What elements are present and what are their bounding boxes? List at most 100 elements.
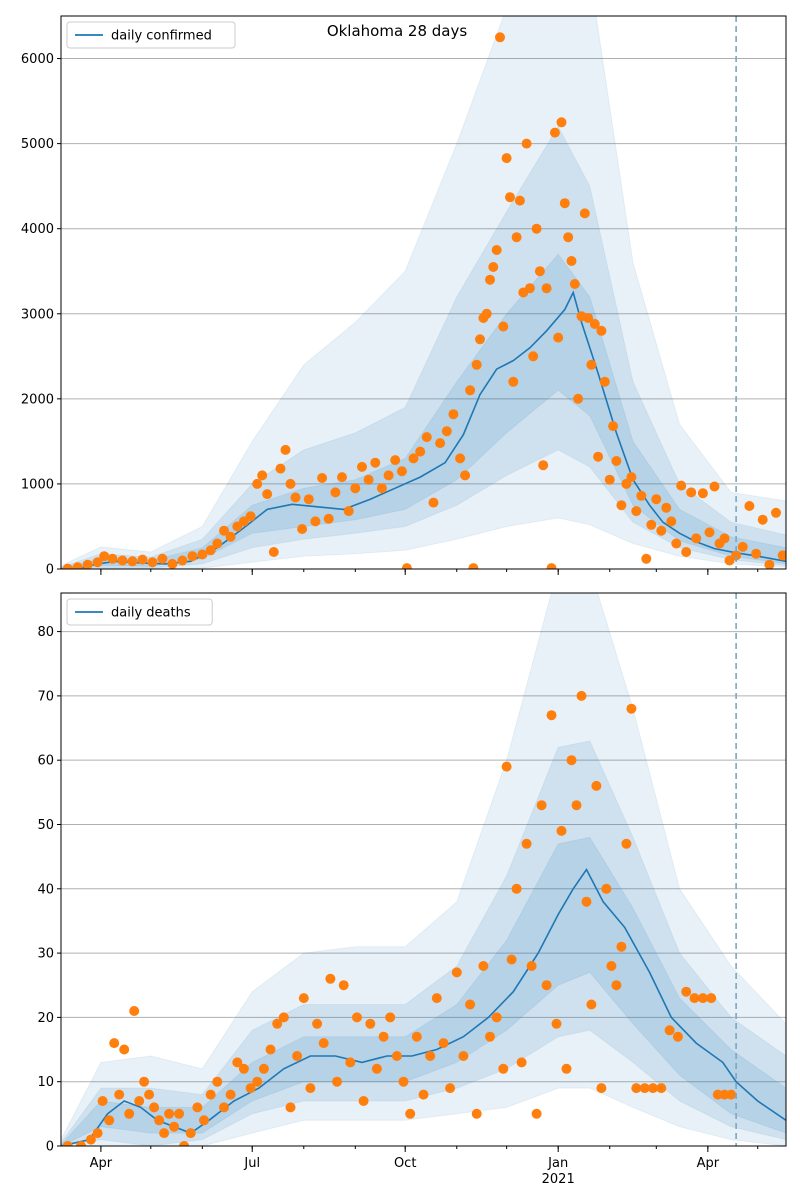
observed-point bbox=[292, 1051, 303, 1061]
observed-point bbox=[516, 1057, 527, 1068]
observed-point bbox=[508, 376, 519, 387]
confirmed-panel: 0 1000 2000 3000 4000 5000 6000 daily confirmed bbox=[21, 15, 787, 578]
observed-point bbox=[144, 1089, 155, 1100]
observed-point bbox=[601, 883, 612, 894]
observed-point bbox=[604, 474, 615, 485]
observed-point bbox=[616, 941, 627, 952]
legend: daily deaths bbox=[66, 598, 213, 626]
observed-point bbox=[415, 446, 426, 457]
observed-point bbox=[737, 541, 748, 552]
observed-point bbox=[664, 1025, 675, 1036]
observed-point bbox=[219, 1102, 229, 1113]
observed-point bbox=[405, 1108, 416, 1119]
observed-point bbox=[556, 825, 567, 836]
observed-point bbox=[491, 245, 502, 255]
observed-point bbox=[551, 1018, 562, 1029]
observed-point bbox=[576, 690, 587, 701]
chart-title: Oklahoma 28 days bbox=[327, 22, 468, 40]
observed-point bbox=[731, 550, 742, 561]
observed-point bbox=[596, 1083, 607, 1094]
observed-point bbox=[139, 1076, 150, 1087]
observed-point bbox=[488, 262, 499, 272]
uncertainty-band-middle bbox=[61, 740, 786, 1146]
x-tick-label: Jan bbox=[547, 1156, 568, 1171]
observed-point bbox=[310, 516, 321, 527]
x-tick-label: Oct bbox=[394, 1156, 416, 1171]
plot-area bbox=[61, 593, 786, 1146]
observed-point bbox=[104, 1115, 115, 1126]
observed-point bbox=[378, 1031, 389, 1042]
observed-point bbox=[471, 1108, 482, 1119]
observed-point bbox=[656, 525, 667, 536]
observed-point bbox=[205, 545, 216, 556]
observed-point bbox=[169, 1121, 180, 1132]
uncertainty-band-inner bbox=[61, 836, 786, 1146]
observed-point bbox=[626, 472, 637, 483]
observed-point bbox=[280, 444, 291, 455]
observed-point bbox=[408, 453, 419, 464]
y-tick-label: 10 bbox=[37, 1075, 54, 1090]
observed-point bbox=[648, 1083, 658, 1094]
observed-point bbox=[97, 1096, 108, 1106]
observed-point bbox=[757, 514, 768, 525]
observed-point bbox=[661, 502, 672, 513]
observed-point bbox=[559, 198, 570, 209]
observed-point bbox=[506, 954, 517, 965]
y-tick-label: 2000 bbox=[21, 392, 54, 407]
observed-point bbox=[391, 1051, 402, 1061]
observed-point bbox=[485, 274, 495, 285]
observed-point bbox=[212, 538, 223, 549]
observed-point bbox=[686, 487, 697, 498]
observed-point bbox=[298, 993, 309, 1004]
y-tick-label: 20 bbox=[37, 1011, 54, 1026]
observed-point bbox=[591, 780, 602, 791]
observed-point bbox=[511, 883, 522, 894]
observed-point bbox=[744, 501, 755, 511]
observed-point bbox=[376, 483, 387, 494]
uncertainty-band-outer bbox=[61, 16, 786, 569]
observed-point bbox=[119, 1044, 130, 1055]
observed-point bbox=[92, 1128, 103, 1139]
observed-point bbox=[297, 524, 308, 534]
observed-point bbox=[536, 800, 547, 811]
observed-point bbox=[197, 549, 208, 560]
model-line bbox=[61, 290, 786, 569]
observed-point bbox=[501, 761, 512, 772]
observed-point bbox=[608, 421, 619, 432]
observed-point bbox=[531, 1108, 542, 1119]
observed-point bbox=[278, 1012, 289, 1023]
observed-point bbox=[164, 1108, 175, 1119]
y-tick-label: 1000 bbox=[21, 477, 54, 492]
observed-point bbox=[586, 999, 597, 1010]
observed-point bbox=[465, 999, 476, 1010]
observed-point bbox=[159, 1128, 170, 1139]
observed-point bbox=[524, 283, 535, 294]
observed-point bbox=[398, 1076, 409, 1087]
observed-point bbox=[337, 472, 347, 483]
observed-point bbox=[219, 525, 229, 536]
legend: daily confirmed bbox=[66, 21, 236, 49]
observed-point bbox=[468, 563, 479, 569]
observed-point bbox=[681, 986, 692, 997]
observed-point bbox=[531, 223, 542, 234]
observed-point bbox=[238, 1063, 249, 1074]
observed-point bbox=[505, 192, 515, 203]
observed-point bbox=[245, 1083, 256, 1094]
observed-point bbox=[272, 1018, 283, 1029]
observed-point bbox=[511, 232, 522, 243]
uncertainty-band-outer bbox=[61, 593, 786, 1146]
observed-point bbox=[99, 551, 110, 562]
observed-point bbox=[478, 961, 489, 971]
observed-point bbox=[521, 138, 532, 149]
observed-point bbox=[431, 993, 442, 1004]
y-tick-label: 3000 bbox=[21, 307, 54, 322]
x-tick-label: Jul bbox=[243, 1156, 260, 1171]
y-tick-label: 50 bbox=[37, 818, 54, 833]
observed-point bbox=[225, 1089, 236, 1100]
observed-point bbox=[332, 1076, 342, 1087]
observed-point bbox=[549, 127, 560, 138]
observed-point bbox=[514, 195, 525, 206]
observed-point bbox=[338, 980, 349, 991]
observed-point bbox=[697, 488, 708, 499]
